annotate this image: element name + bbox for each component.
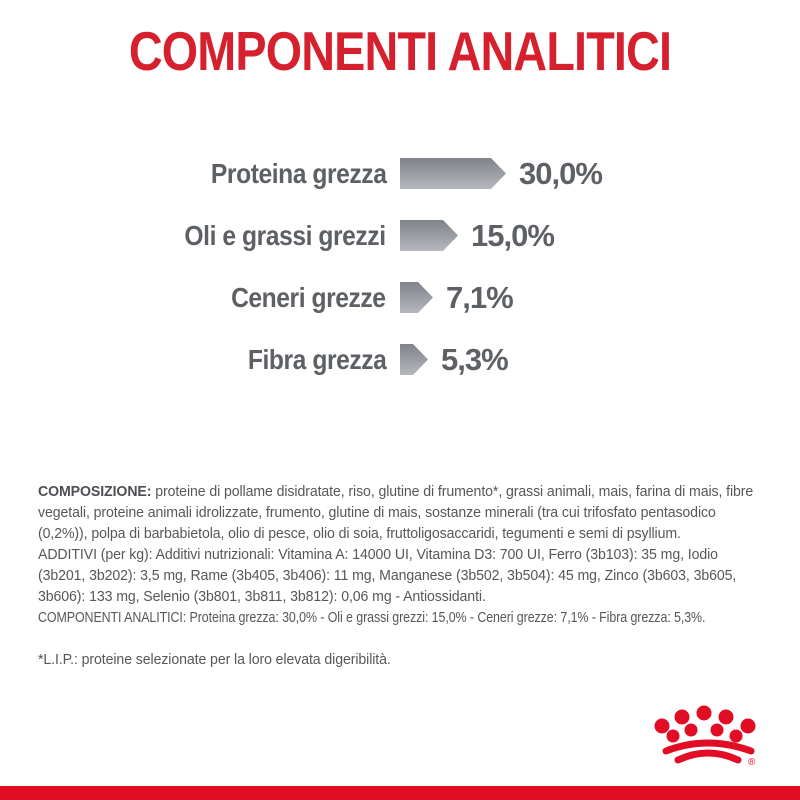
- composition-text: proteine di pollame disidratate, riso, g…: [38, 483, 754, 542]
- value-bar-proteina-grezza: [400, 158, 506, 189]
- composition-label: COMPOSIZIONE:: [38, 483, 152, 500]
- page-title: COMPONENTI ANALITICI: [128, 20, 672, 82]
- value-bar-ceneri-grezze: [400, 282, 433, 313]
- analytical-constituents-text: COMPONENTI ANALITICI: Proteina grezza: 3…: [38, 609, 706, 626]
- chart-row: Proteina grezza 30,0%: [0, 155, 800, 191]
- composition-paragraph: COMPOSIZIONE: proteine di pollame disidr…: [38, 481, 769, 544]
- row-label-proteina-grezza: Proteina grezza: [210, 157, 386, 189]
- value-label-ceneri-grezze: 7,1%: [446, 279, 514, 315]
- value-label-proteina-grezza: 30,0%: [519, 155, 603, 191]
- value-bar-oli-grassi: [400, 220, 458, 251]
- value-bar-fibra-grezza: [400, 344, 428, 375]
- analytical-components-chart: Proteina grezza 30,0% Oli e grassi grezz…: [0, 155, 800, 406]
- additives-paragraph: ADDITIVI (per kg): Additivi nutrizionali…: [38, 546, 737, 605]
- row-label-fibra-grezza: Fibra grezza: [247, 343, 386, 375]
- value-label-fibra-grezza: 5,3%: [441, 341, 509, 377]
- crown-icon: ®: [654, 705, 756, 768]
- legal-text-block: COMPOSIZIONE: proteine di pollame disidr…: [38, 481, 769, 670]
- analytical-constituents-line: COMPONENTI ANALITICI: Proteina grezza: 3…: [38, 607, 769, 628]
- row-label-oli-grassi: Oli e grassi grezzi: [184, 219, 387, 251]
- footer-red-bar: [0, 786, 800, 800]
- royal-canin-logo: ®: [652, 705, 756, 768]
- lip-footnote: *L.I.P.: proteine selezionate per la lor…: [38, 651, 391, 668]
- chart-row: Fibra grezza 5,3%: [0, 341, 800, 377]
- row-label-ceneri-grezze: Ceneri grezze: [231, 281, 386, 313]
- page-title-wrap: COMPONENTI ANALITICI: [0, 24, 800, 79]
- chart-row: Oli e grassi grezzi 15,0%: [0, 217, 800, 253]
- chart-row: Ceneri grezze 7,1%: [0, 279, 800, 315]
- value-label-oli-grassi: 15,0%: [471, 217, 555, 253]
- registered-mark: ®: [748, 757, 756, 768]
